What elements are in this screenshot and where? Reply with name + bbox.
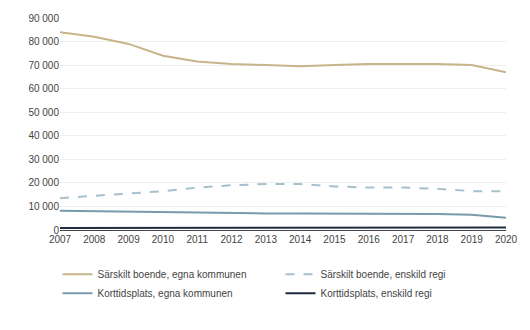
svg-text:2013: 2013 (255, 234, 278, 245)
svg-text:60 000: 60 000 (28, 83, 59, 94)
svg-text:50 000: 50 000 (28, 107, 59, 118)
svg-text:30 000: 30 000 (28, 154, 59, 165)
svg-text:20 000: 20 000 (28, 177, 59, 188)
svg-text:2012: 2012 (220, 234, 243, 245)
svg-text:70 000: 70 000 (28, 60, 59, 71)
svg-text:Särskilt boende, egna kommunen: Särskilt boende, egna kommunen (98, 269, 247, 280)
svg-text:2019: 2019 (461, 234, 484, 245)
svg-text:2014: 2014 (289, 234, 312, 245)
svg-text:2011: 2011 (186, 234, 208, 245)
svg-text:90 000: 90 000 (28, 13, 59, 24)
svg-text:2020: 2020 (495, 234, 518, 245)
svg-text:0: 0 (53, 225, 59, 236)
svg-text:2010: 2010 (152, 234, 175, 245)
svg-text:2017: 2017 (392, 234, 415, 245)
svg-text:Särskilt boende, enskild regi: Särskilt boende, enskild regi (321, 269, 446, 280)
svg-text:40 000: 40 000 (28, 130, 59, 141)
svg-text:10 000: 10 000 (28, 201, 59, 212)
svg-text:2007: 2007 (49, 234, 72, 245)
svg-text:2018: 2018 (426, 234, 449, 245)
svg-text:Korttidsplats, egna kommunen: Korttidsplats, egna kommunen (98, 288, 233, 299)
svg-text:2009: 2009 (117, 234, 140, 245)
svg-text:2015: 2015 (323, 234, 346, 245)
svg-text:80 000: 80 000 (28, 36, 59, 47)
svg-text:2008: 2008 (83, 234, 106, 245)
svg-text:2016: 2016 (358, 234, 381, 245)
svg-text:Korttidsplats, enskild regi: Korttidsplats, enskild regi (321, 288, 432, 299)
